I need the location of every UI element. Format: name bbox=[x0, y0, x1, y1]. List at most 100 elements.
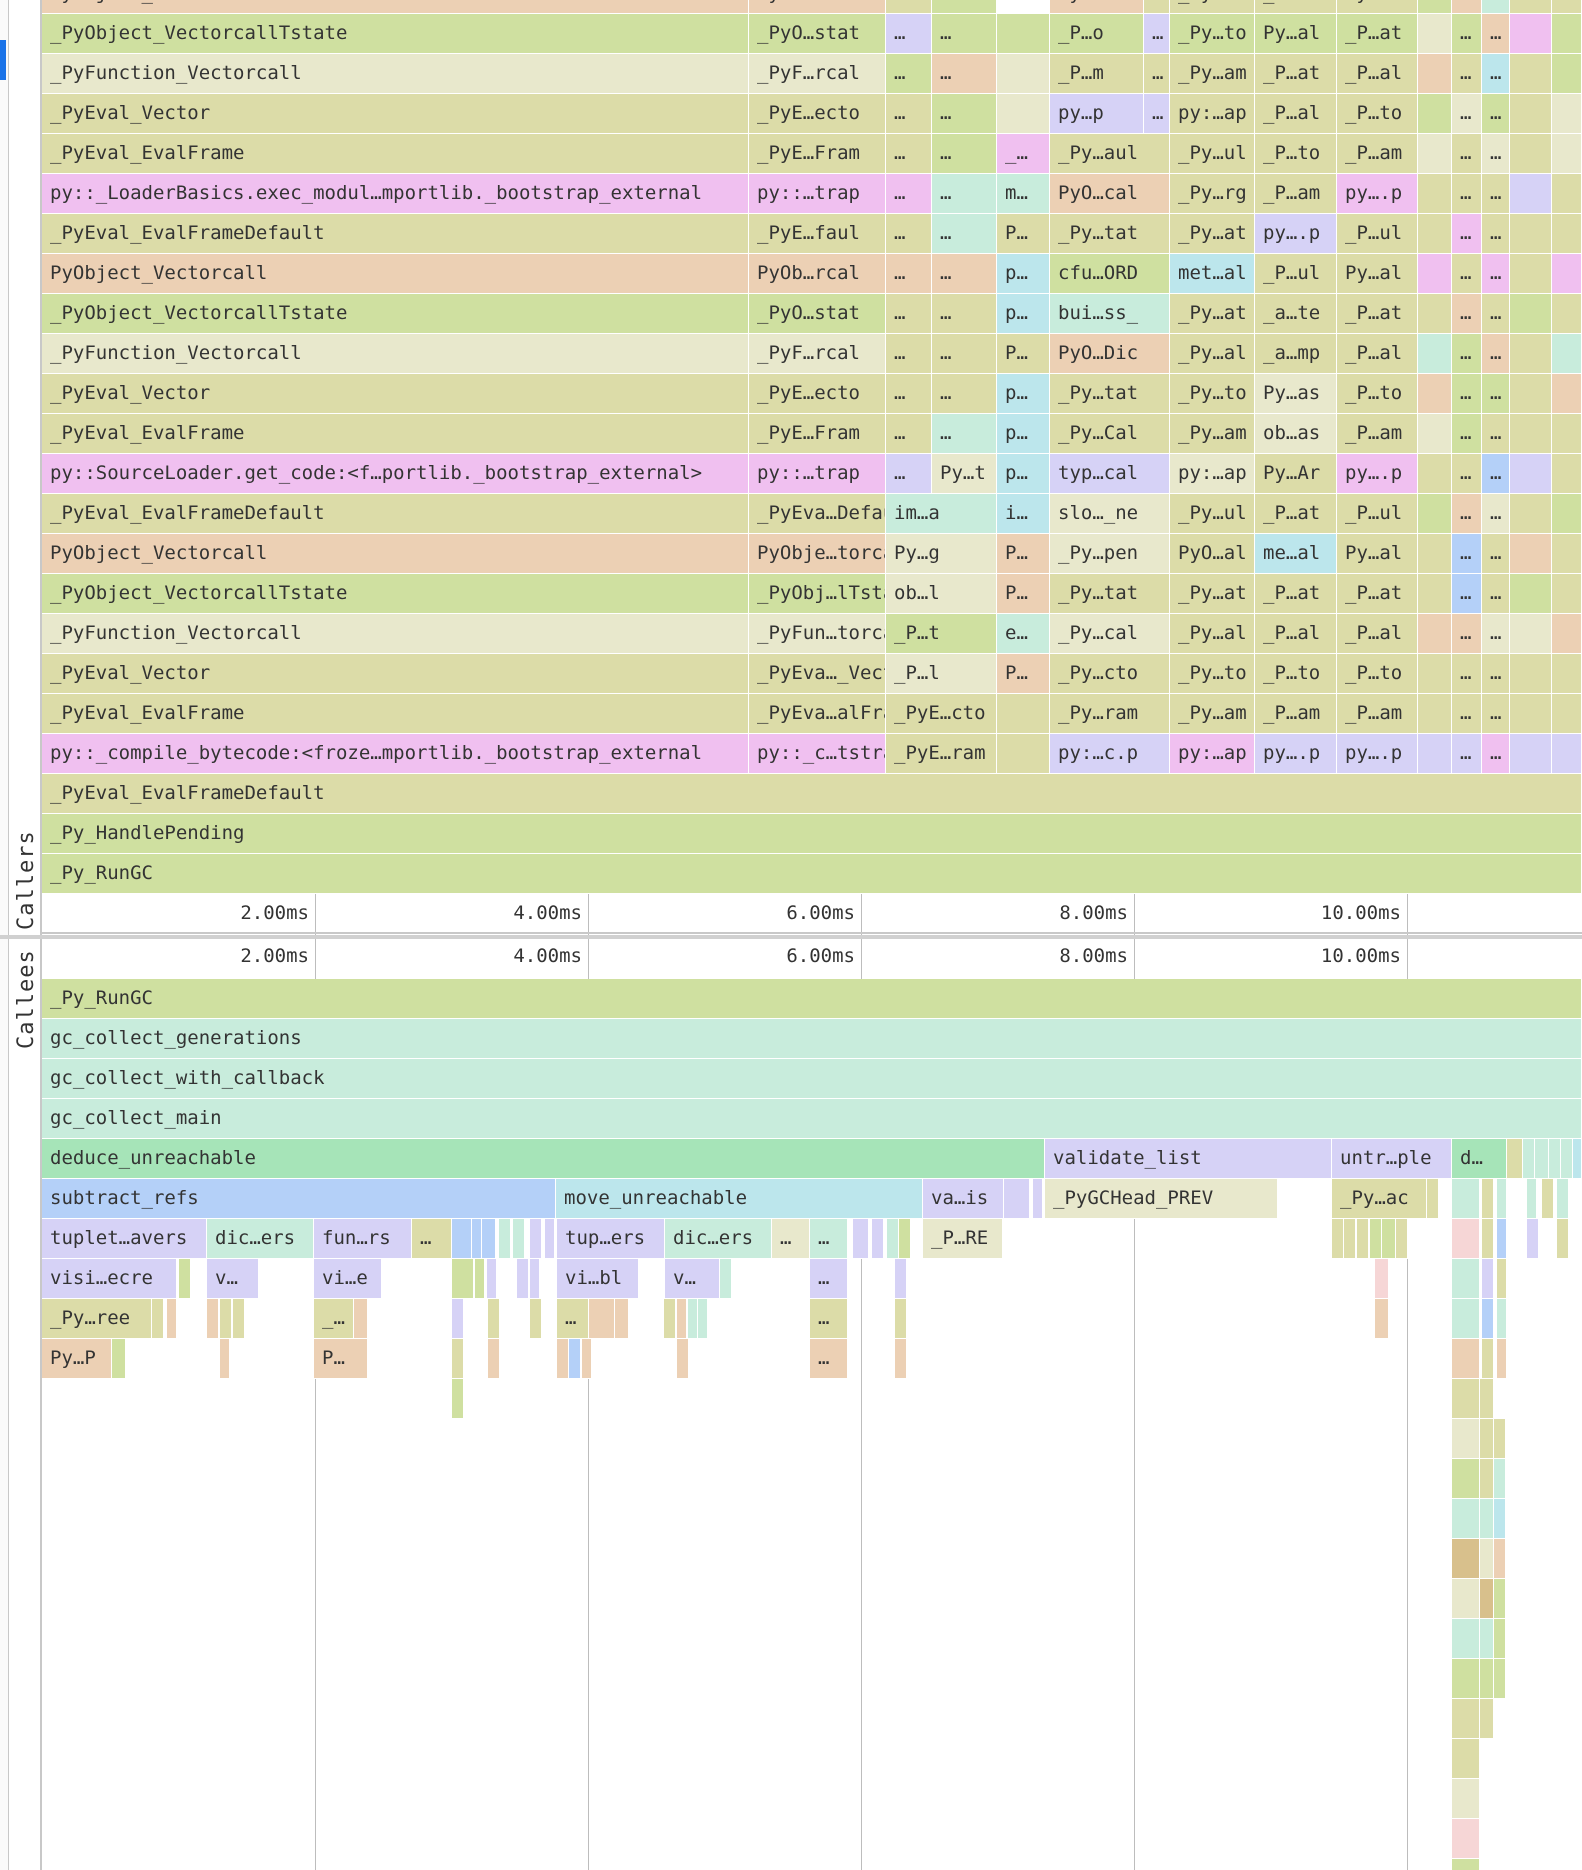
caller-frame[interactable]: Py…al bbox=[1337, 254, 1418, 294]
callee-frame[interactable] bbox=[1557, 1219, 1569, 1259]
caller-frame[interactable]: _Py…al bbox=[1170, 0, 1255, 14]
callee-frame[interactable] bbox=[664, 1299, 676, 1339]
caller-frame[interactable]: … bbox=[932, 374, 997, 414]
caller-frame[interactable] bbox=[1510, 374, 1552, 414]
callee-frame[interactable] bbox=[220, 1339, 230, 1379]
caller-frame[interactable]: … bbox=[1452, 14, 1482, 54]
caller-frame[interactable] bbox=[1552, 334, 1582, 374]
caller-frame[interactable]: _PyFun…torcal bbox=[749, 614, 886, 654]
caller-frame[interactable]: _P…t bbox=[886, 614, 997, 654]
caller-frame[interactable] bbox=[1552, 654, 1582, 694]
callee-frame[interactable]: … bbox=[412, 1219, 452, 1259]
caller-frame[interactable]: _P…at bbox=[1337, 574, 1418, 614]
callee-frame[interactable] bbox=[488, 1299, 500, 1339]
caller-frame[interactable]: … bbox=[1452, 0, 1482, 14]
caller-frame[interactable]: … bbox=[1482, 414, 1510, 454]
caller-frame[interactable]: … bbox=[932, 94, 997, 134]
callee-frame[interactable]: tup…ers bbox=[557, 1219, 665, 1259]
caller-frame[interactable] bbox=[1510, 94, 1552, 134]
caller-frame[interactable]: _Py…am bbox=[1170, 694, 1255, 734]
caller-frame[interactable]: … bbox=[1482, 694, 1510, 734]
callee-frame[interactable]: subtract_refs bbox=[42, 1179, 556, 1219]
caller-frame[interactable]: _P…al bbox=[1255, 94, 1337, 134]
caller-frame[interactable]: PyO…al bbox=[1170, 534, 1255, 574]
caller-frame[interactable]: _… bbox=[997, 134, 1050, 174]
callee-frame[interactable] bbox=[152, 1299, 164, 1339]
caller-frame[interactable] bbox=[997, 694, 1050, 734]
callee-frame[interactable] bbox=[1480, 1419, 1494, 1459]
caller-frame[interactable]: _Py…at bbox=[1170, 214, 1255, 254]
caller-frame[interactable]: … bbox=[1482, 14, 1510, 54]
callee-frame[interactable]: dic…ers bbox=[665, 1219, 772, 1259]
caller-frame[interactable] bbox=[1418, 134, 1452, 174]
caller-frame[interactable]: … bbox=[886, 134, 932, 174]
caller-frame[interactable]: e… bbox=[997, 614, 1050, 654]
caller-frame[interactable]: _P…ul bbox=[1255, 254, 1337, 294]
callee-frame[interactable] bbox=[1497, 1179, 1507, 1219]
caller-frame[interactable]: _Py…to bbox=[1170, 374, 1255, 414]
callee-frame[interactable]: v… bbox=[207, 1259, 259, 1299]
caller-frame[interactable]: _P…at bbox=[1337, 14, 1418, 54]
caller-frame[interactable]: _P…am bbox=[1337, 134, 1418, 174]
caller-frame[interactable]: _Py…rg bbox=[1170, 174, 1255, 214]
caller-frame[interactable]: … bbox=[1482, 454, 1510, 494]
caller-frame[interactable]: … bbox=[886, 374, 932, 414]
callee-frame[interactable] bbox=[1357, 1219, 1369, 1259]
caller-frame[interactable]: _PyFunction_Vectorcall bbox=[42, 54, 749, 94]
caller-frame[interactable]: _Py…pen bbox=[1050, 534, 1170, 574]
caller-frame[interactable]: i… bbox=[997, 494, 1050, 534]
caller-frame[interactable] bbox=[1510, 534, 1552, 574]
caller-frame[interactable]: … bbox=[1144, 54, 1170, 94]
caller-frame[interactable] bbox=[1552, 734, 1582, 774]
caller-frame[interactable]: _PyEva…alFram bbox=[749, 694, 886, 734]
caller-frame[interactable]: py:…ap bbox=[1170, 454, 1255, 494]
caller-frame[interactable] bbox=[997, 14, 1050, 54]
callee-frame[interactable]: d… bbox=[1452, 1139, 1507, 1179]
callee-frame[interactable] bbox=[1494, 1459, 1506, 1499]
callee-frame[interactable] bbox=[1494, 1579, 1506, 1619]
caller-frame[interactable] bbox=[1510, 694, 1552, 734]
caller-frame[interactable]: _P…at bbox=[1255, 54, 1337, 94]
caller-frame[interactable] bbox=[1510, 214, 1552, 254]
callee-frame[interactable] bbox=[1557, 1179, 1569, 1219]
caller-frame[interactable]: _Py…tat bbox=[1050, 374, 1170, 414]
caller-frame[interactable]: _P…to bbox=[1337, 374, 1418, 414]
caller-frame[interactable]: _P…am bbox=[1255, 174, 1337, 214]
caller-frame[interactable]: _P…to bbox=[1255, 654, 1337, 694]
caller-frame[interactable] bbox=[1552, 414, 1582, 454]
caller-frame[interactable]: _Py…at bbox=[1170, 574, 1255, 614]
caller-frame[interactable]: _PyEval_EvalFrame bbox=[42, 414, 749, 454]
caller-frame[interactable] bbox=[1552, 134, 1582, 174]
callee-frame[interactable] bbox=[1375, 1259, 1389, 1299]
caller-frame[interactable]: me…al bbox=[1255, 534, 1337, 574]
caller-frame[interactable]: _PyFunction_Vectorcall bbox=[42, 334, 749, 374]
caller-frame[interactable] bbox=[1418, 94, 1452, 134]
caller-frame[interactable]: p… bbox=[997, 454, 1050, 494]
caller-frame[interactable]: _Py…am bbox=[1170, 54, 1255, 94]
caller-frame[interactable]: _PyEval_Vector bbox=[42, 374, 749, 414]
callee-frame[interactable] bbox=[1452, 1779, 1480, 1819]
callee-frame[interactable] bbox=[1452, 1259, 1480, 1299]
caller-frame[interactable]: … bbox=[1482, 534, 1510, 574]
caller-frame[interactable] bbox=[1418, 614, 1452, 654]
callee-frame[interactable] bbox=[513, 1219, 525, 1259]
callee-frame[interactable] bbox=[1396, 1219, 1408, 1259]
caller-frame[interactable] bbox=[1552, 14, 1582, 54]
caller-frame[interactable] bbox=[1418, 334, 1452, 374]
caller-frame[interactable]: _PyEval_EvalFrameDefault bbox=[42, 214, 749, 254]
caller-frame[interactable]: Py…d bbox=[1050, 0, 1144, 14]
callee-frame[interactable] bbox=[475, 1259, 485, 1299]
callee-frame[interactable]: … bbox=[810, 1339, 848, 1379]
callee-frame[interactable] bbox=[452, 1379, 464, 1419]
caller-frame[interactable] bbox=[1552, 294, 1582, 334]
callee-frame[interactable] bbox=[1480, 1459, 1494, 1499]
scroll-thumb[interactable] bbox=[0, 40, 6, 80]
caller-frame[interactable]: p… bbox=[997, 294, 1050, 334]
callee-frame[interactable] bbox=[1452, 1699, 1480, 1739]
callee-frame[interactable]: tuplet…avers bbox=[42, 1219, 207, 1259]
caller-frame[interactable]: … bbox=[932, 174, 997, 214]
caller-frame[interactable]: P… bbox=[997, 214, 1050, 254]
caller-frame[interactable]: … bbox=[1452, 734, 1482, 774]
caller-frame[interactable]: Py…as bbox=[1255, 374, 1337, 414]
caller-frame[interactable]: _PyEva…Defaul bbox=[749, 494, 886, 534]
